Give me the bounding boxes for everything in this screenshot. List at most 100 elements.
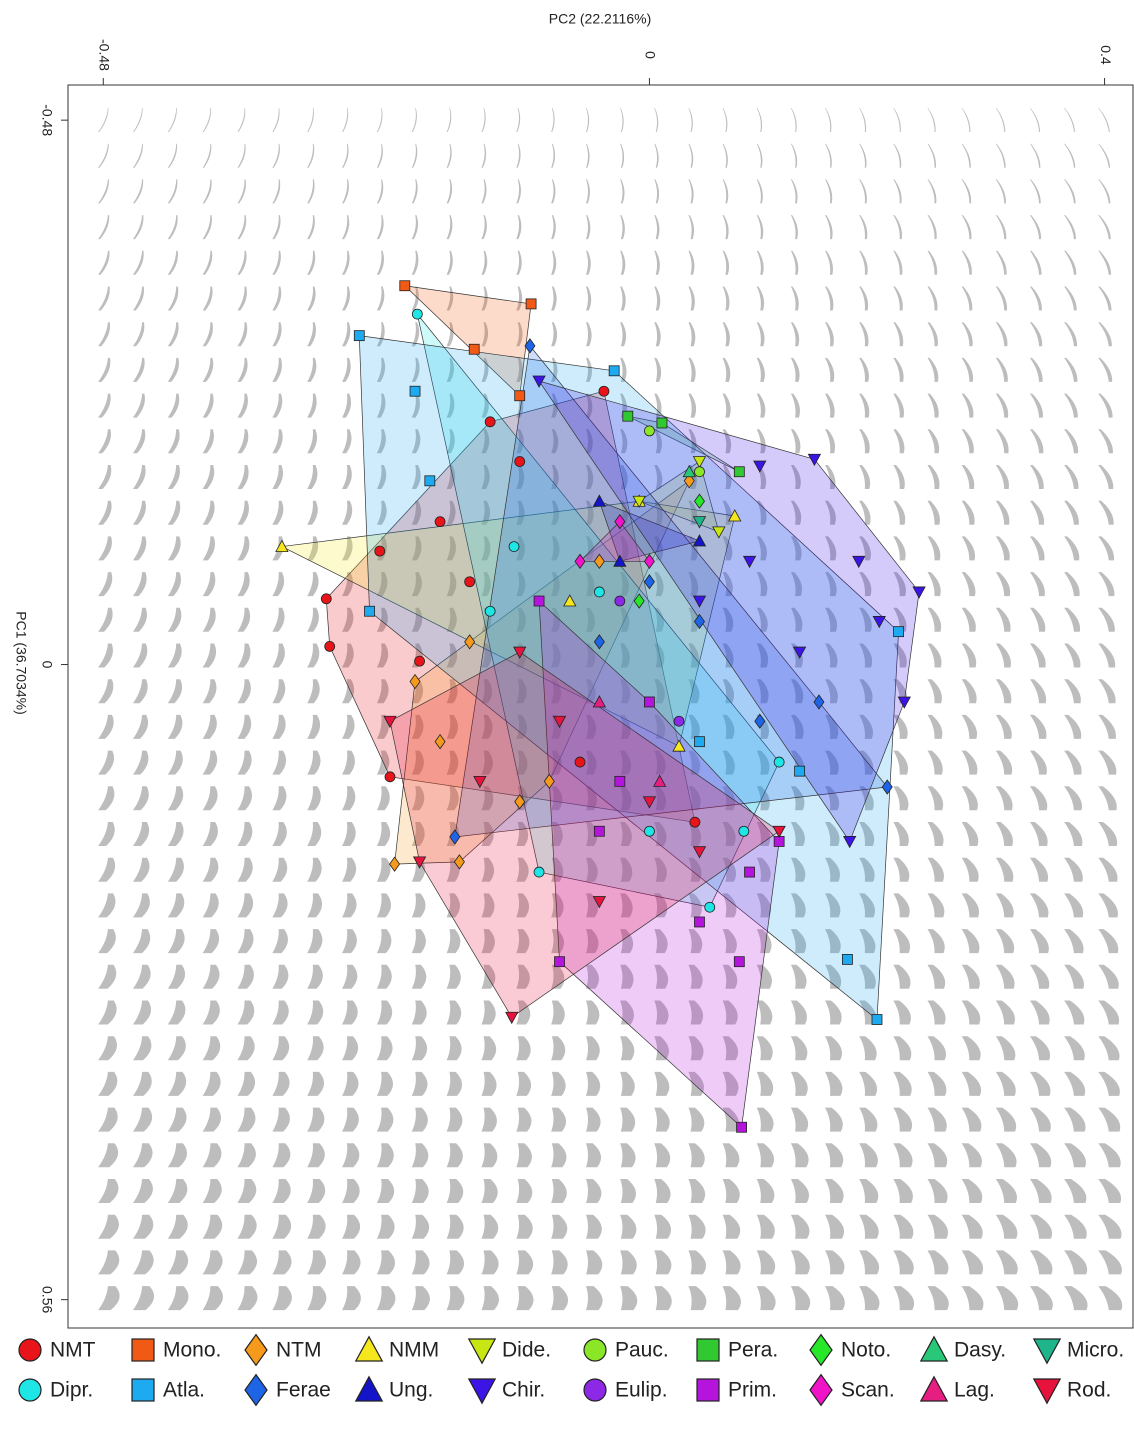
shape-glyph <box>1098 1036 1119 1060</box>
legend-label: Mono. <box>163 1339 221 1362</box>
shape-glyph <box>133 1143 153 1167</box>
shape-glyph <box>272 501 283 525</box>
legend-marker <box>132 1379 154 1401</box>
shape-glyph <box>893 215 902 239</box>
shape-glyph <box>516 144 520 168</box>
shape-glyph <box>98 501 112 525</box>
shape-glyph <box>962 1072 981 1096</box>
point <box>694 467 704 477</box>
shape-glyph <box>723 251 729 275</box>
shape-glyph <box>481 251 487 275</box>
shape-glyph <box>962 465 975 489</box>
shape-glyph <box>928 179 937 203</box>
shape-glyph <box>996 1215 1018 1239</box>
point <box>872 1015 882 1025</box>
shape-glyph <box>1098 501 1113 525</box>
shape-glyph <box>859 1143 878 1167</box>
shape-glyph <box>723 215 729 239</box>
shape-glyph <box>1030 1108 1051 1132</box>
shape-glyph <box>307 1250 326 1274</box>
shape-glyph <box>447 929 461 953</box>
shape-glyph <box>1098 893 1118 917</box>
shape-glyph <box>1098 108 1110 132</box>
shape-glyph <box>893 1001 911 1025</box>
shape-glyph <box>238 251 247 275</box>
shape-glyph <box>447 1179 464 1203</box>
shape-glyph <box>377 929 392 953</box>
shape-glyph <box>757 1036 773 1060</box>
shape-glyph <box>168 858 184 882</box>
shape-glyph <box>962 572 976 596</box>
shape-glyph <box>791 1036 807 1060</box>
shape-glyph <box>133 501 146 525</box>
shape-glyph <box>272 394 282 418</box>
x-tick-label: -0.48 <box>97 39 113 71</box>
shape-glyph <box>757 144 763 168</box>
shape-glyph <box>377 822 390 846</box>
shape-glyph <box>1064 715 1081 739</box>
shape-glyph <box>586 1072 600 1096</box>
shape-glyph <box>168 715 183 739</box>
point <box>425 476 435 486</box>
shape-glyph <box>551 1072 566 1096</box>
shape-glyph <box>791 1072 808 1096</box>
shape-glyph <box>551 144 555 168</box>
legend-label: Dide. <box>502 1339 551 1362</box>
point <box>774 757 784 767</box>
shape-glyph <box>1064 501 1079 525</box>
y-axis-label: PC1 (36.7034%) <box>13 611 29 715</box>
shape-glyph <box>98 965 116 989</box>
shape-glyph <box>1064 394 1078 418</box>
shape-glyph <box>928 322 938 346</box>
shape-glyph <box>342 858 356 882</box>
point <box>745 867 755 877</box>
shape-glyph <box>791 179 798 203</box>
shape-glyph <box>203 1215 223 1239</box>
shape-glyph <box>98 858 115 882</box>
shape-glyph <box>791 251 798 275</box>
shape-glyph <box>238 572 250 596</box>
shape-glyph <box>757 1286 776 1310</box>
shape-glyph <box>307 179 314 203</box>
legend-label: Micro. <box>1067 1339 1124 1362</box>
shape-glyph <box>859 1179 878 1203</box>
shape-glyph <box>996 608 1011 632</box>
shape-glyph <box>98 715 114 739</box>
shape-glyph <box>1030 786 1047 810</box>
shape-glyph <box>928 144 936 168</box>
shape-glyph <box>98 1179 118 1203</box>
shape-glyph <box>620 1179 636 1203</box>
shape-glyph <box>586 1108 601 1132</box>
point <box>674 716 684 726</box>
shape-glyph <box>962 358 973 382</box>
shape-glyph <box>133 822 149 846</box>
shape-glyph <box>586 1179 601 1203</box>
shape-glyph <box>238 1143 256 1167</box>
shape-glyph <box>238 1250 258 1274</box>
shape-glyph <box>516 1250 533 1274</box>
shape-glyph <box>620 179 624 203</box>
shape-glyph <box>98 1072 117 1096</box>
shape-glyph <box>516 179 521 203</box>
shape-glyph <box>272 929 288 953</box>
shape-glyph <box>1030 858 1048 882</box>
shape-glyph <box>98 1143 118 1167</box>
shape-glyph <box>133 572 147 596</box>
shape-glyph <box>307 215 315 239</box>
shape-glyph <box>996 786 1013 810</box>
shape-glyph <box>551 1215 567 1239</box>
shape-glyph <box>996 1108 1016 1132</box>
shape-glyph <box>377 215 384 239</box>
shape-glyph <box>996 965 1015 989</box>
point <box>321 594 331 604</box>
shape-glyph <box>168 501 180 525</box>
shape-glyph <box>238 1001 255 1025</box>
shape-glyph <box>996 644 1011 668</box>
shape-glyph <box>238 679 251 703</box>
point <box>575 757 585 767</box>
shape-glyph <box>928 644 942 668</box>
shape-glyph <box>377 1143 394 1167</box>
shape-glyph <box>1064 1036 1085 1060</box>
shape-glyph <box>996 179 1006 203</box>
shape-glyph <box>168 1250 188 1274</box>
